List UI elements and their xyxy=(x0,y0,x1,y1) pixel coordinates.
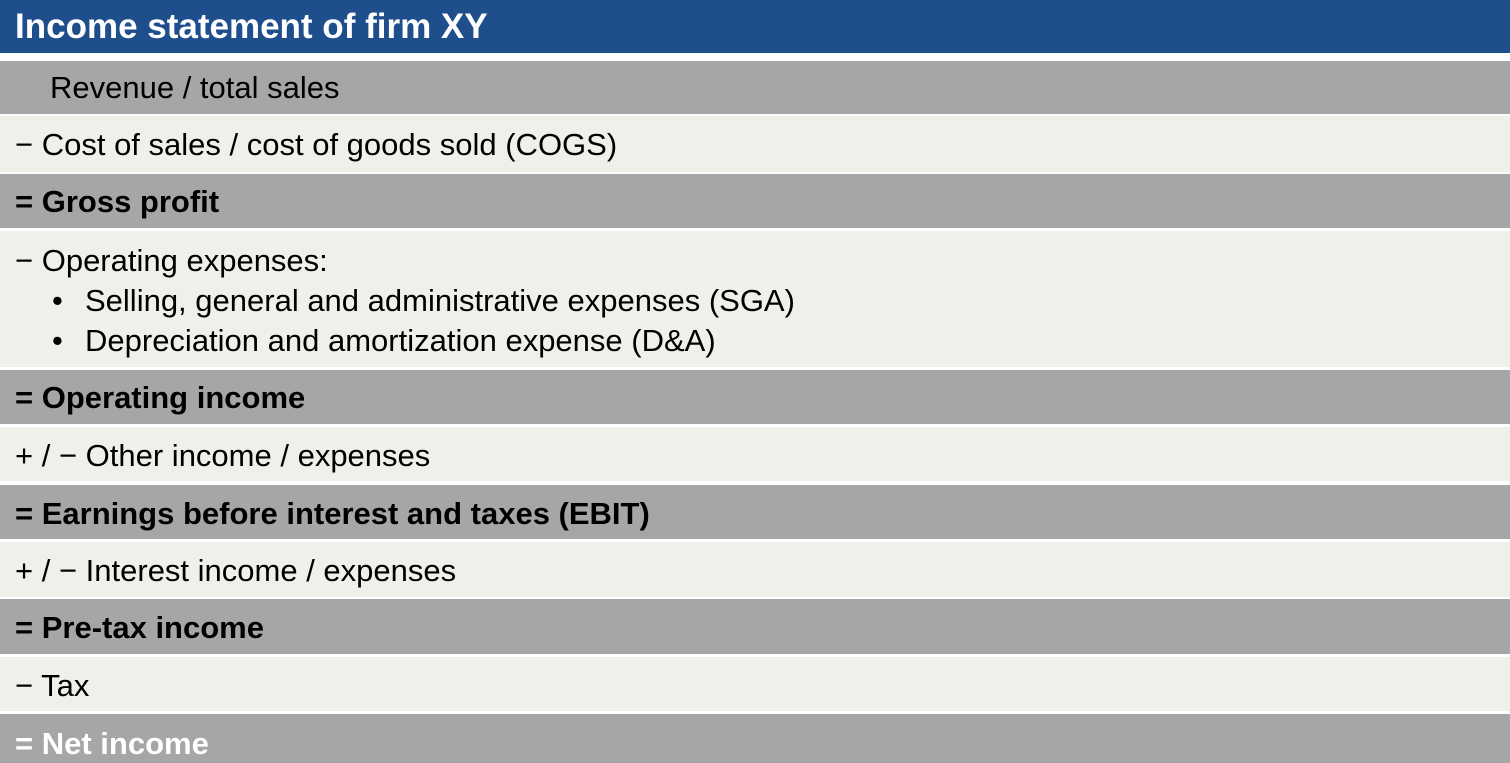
row-pretax-income: = Pre-tax income xyxy=(0,599,1510,654)
row-revenue: Revenue / total sales xyxy=(0,61,1510,114)
gross-profit-label: = Gross profit xyxy=(15,184,220,219)
interest-label: + / − Interest income / expenses xyxy=(15,553,457,588)
net-income-label: = Net income xyxy=(15,726,209,761)
opex-item-da: • Depreciation and amortization expense … xyxy=(15,321,1510,361)
row-operating-expenses: − Operating expenses: • Selling, general… xyxy=(0,231,1510,367)
row-net-income: = Net income xyxy=(0,714,1510,763)
opex-item-label: Selling, general and administrative expe… xyxy=(85,283,795,318)
row-interest: + / − Interest income / expenses xyxy=(0,542,1510,597)
row-ebit: = Earnings before interest and taxes (EB… xyxy=(0,485,1510,539)
row-cogs: − Cost of sales / cost of goods sold (CO… xyxy=(0,116,1510,172)
opex-item-label: Depreciation and amortization expense (D… xyxy=(85,323,716,358)
opex-label: − Operating expenses: xyxy=(15,243,328,278)
pretax-income-label: = Pre-tax income xyxy=(15,610,264,645)
opex-item-sga: • Selling, general and administrative ex… xyxy=(15,281,1510,321)
cogs-label: − Cost of sales / cost of goods sold (CO… xyxy=(15,127,618,162)
table-title: Income statement of firm XY xyxy=(0,0,1510,53)
other-income-label: + / − Other income / expenses xyxy=(15,438,431,473)
bullet-icon: • xyxy=(52,283,63,318)
ebit-label: = Earnings before interest and taxes (EB… xyxy=(15,496,650,531)
operating-income-label: = Operating income xyxy=(15,380,306,415)
opex-list: • Selling, general and administrative ex… xyxy=(15,281,1510,361)
tax-label: − Tax xyxy=(15,668,90,703)
row-tax: − Tax xyxy=(0,657,1510,711)
row-other-income: + / − Other income / expenses xyxy=(0,427,1510,481)
bullet-icon: • xyxy=(52,323,63,358)
revenue-label: Revenue / total sales xyxy=(50,70,340,105)
row-gross-profit: = Gross profit xyxy=(0,174,1510,228)
row-operating-income: = Operating income xyxy=(0,370,1510,424)
